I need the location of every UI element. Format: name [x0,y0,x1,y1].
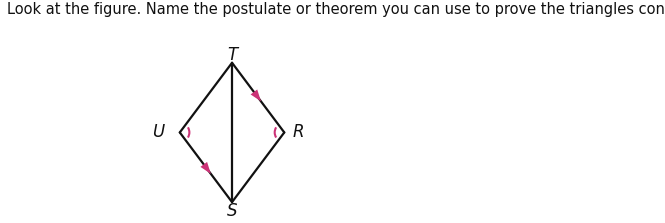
Text: U: U [152,124,164,141]
Polygon shape [251,89,261,101]
Text: T: T [227,46,237,64]
Text: R: R [292,124,304,141]
Text: Look at the figure. Name the postulate or theorem you can use to prove the trian: Look at the figure. Name the postulate o… [7,2,665,17]
Polygon shape [200,162,211,174]
Text: S: S [227,202,237,220]
